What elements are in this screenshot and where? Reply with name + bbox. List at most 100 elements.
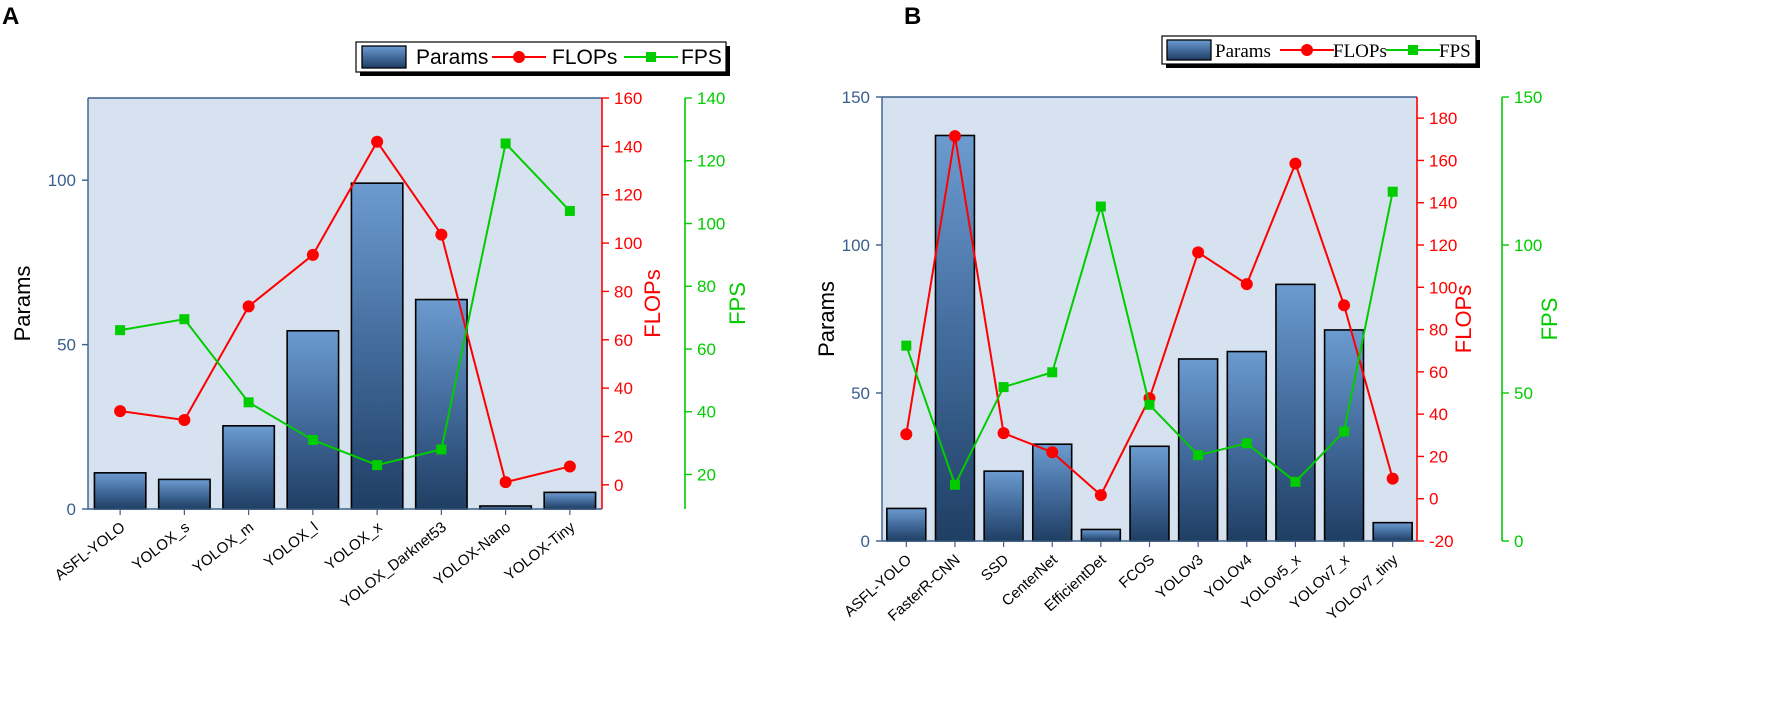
params-bar bbox=[1031, 443, 1073, 542]
params-bar bbox=[543, 491, 597, 510]
fps-point bbox=[1144, 399, 1155, 410]
fps-tick-label: 120 bbox=[697, 152, 725, 171]
fps-tick-label: 80 bbox=[697, 277, 716, 296]
x-category-label: YOLOX_m bbox=[189, 519, 257, 577]
fps-point bbox=[1241, 438, 1252, 449]
fps-tick-label: 60 bbox=[697, 340, 716, 359]
legend: Params FLOPs FPS bbox=[1161, 35, 1480, 68]
fps-point bbox=[564, 205, 575, 216]
fps-axis-title: FPS bbox=[1537, 298, 1562, 341]
x-category-label: YOLOX-Tiny bbox=[501, 518, 578, 584]
legend: Params FLOPs FPS bbox=[355, 41, 730, 76]
fps-point bbox=[307, 434, 318, 445]
flops-tick-label: 40 bbox=[614, 379, 633, 398]
legend-label: FLOPs bbox=[552, 46, 617, 69]
fps-point bbox=[1339, 426, 1350, 437]
flops-point bbox=[900, 428, 913, 441]
legend-label: Params bbox=[416, 46, 488, 69]
fps-line bbox=[119, 141, 571, 467]
flops-tick-label: 80 bbox=[614, 282, 633, 301]
x-category-label: YOLOX_Darknet53 bbox=[338, 519, 450, 612]
flops-tick-label: 0 bbox=[1429, 490, 1438, 509]
flops-tick-label: -20 bbox=[1429, 532, 1454, 551]
fps-tick-label: 50 bbox=[1514, 384, 1533, 403]
flops-point bbox=[178, 414, 191, 427]
params-axis-title: Params bbox=[10, 266, 35, 342]
flops-point bbox=[242, 300, 255, 313]
flops-tick-label: 140 bbox=[614, 137, 642, 156]
fps-tick-label: 100 bbox=[697, 214, 725, 233]
legend-fps-marker bbox=[646, 52, 656, 62]
params-tick-label: 50 bbox=[57, 336, 76, 355]
x-category-label: YOLOX_s bbox=[129, 519, 193, 574]
legend-flops-marker bbox=[1301, 44, 1313, 56]
fps-point bbox=[949, 479, 960, 490]
flops-point bbox=[1386, 472, 1399, 485]
fps-point bbox=[998, 382, 1009, 393]
flops-tick-label: 140 bbox=[1429, 194, 1457, 213]
params-bar bbox=[222, 425, 276, 510]
params-bar bbox=[1129, 445, 1170, 542]
params-tick-label: 50 bbox=[851, 384, 870, 403]
legend-label: Params bbox=[1215, 41, 1271, 62]
legend-fps-marker bbox=[1408, 45, 1418, 55]
flops-tick-label: 120 bbox=[1429, 236, 1457, 255]
flops-point bbox=[563, 460, 576, 473]
flops-point bbox=[948, 130, 961, 143]
fps-tick-label: 0 bbox=[1514, 532, 1523, 551]
fps-tick-label: 40 bbox=[697, 403, 716, 422]
legend-label: FPS bbox=[1439, 41, 1471, 62]
flops-point bbox=[499, 476, 512, 489]
legend-params-swatch bbox=[1166, 39, 1212, 61]
flops-point bbox=[997, 427, 1010, 440]
flops-point bbox=[1338, 299, 1351, 312]
flops-tick-label: 60 bbox=[1429, 363, 1448, 382]
params-bar bbox=[1372, 521, 1413, 542]
fps-point bbox=[1095, 201, 1106, 212]
flops-tick-label: 20 bbox=[614, 427, 633, 446]
params-bar bbox=[1275, 283, 1316, 542]
x-category-label: FCOS bbox=[1116, 551, 1158, 592]
fps-point bbox=[1047, 367, 1058, 378]
fps-point bbox=[1290, 476, 1301, 487]
params-bar bbox=[286, 329, 340, 510]
flops-point bbox=[435, 228, 448, 241]
params-bar bbox=[886, 507, 927, 542]
flops-tick-label: 100 bbox=[614, 234, 642, 253]
flops-axis-title: FLOPs bbox=[1451, 285, 1476, 353]
flops-tick-label: 180 bbox=[1429, 109, 1457, 128]
params-tick-label: 0 bbox=[67, 500, 76, 519]
x-category-label: YOLOv3 bbox=[1153, 551, 1207, 602]
params-tick-label: 100 bbox=[48, 171, 76, 190]
flops-tick-label: 160 bbox=[614, 89, 642, 108]
flops-tick-label: 100 bbox=[1429, 278, 1457, 297]
chart-panel-a: 0 50 100 Params 0 20 40 60 80 100 120 140 160 FLOPs 20… bbox=[10, 41, 750, 612]
flops-point bbox=[1289, 157, 1302, 170]
x-category-label: YOLOX_x bbox=[322, 518, 386, 573]
params-axis-title: Params bbox=[814, 281, 839, 357]
flops-point bbox=[1094, 489, 1107, 502]
flops-tick-label: 60 bbox=[614, 331, 633, 350]
flops-point bbox=[1046, 446, 1059, 459]
params-bar bbox=[93, 472, 147, 510]
params-bar bbox=[934, 134, 976, 542]
params-bar bbox=[983, 470, 1024, 542]
params-bar bbox=[350, 182, 404, 510]
params-bar bbox=[1177, 358, 1219, 542]
params-bar bbox=[157, 478, 211, 510]
flops-point bbox=[1192, 246, 1205, 259]
panel-label-b: B bbox=[904, 3, 921, 30]
flops-tick-label: 40 bbox=[1429, 405, 1448, 424]
x-category-label: YOLOX_l bbox=[261, 519, 321, 571]
flops-axis-title: FLOPs bbox=[640, 269, 665, 337]
flops-point bbox=[114, 405, 127, 418]
fps-tick-label: 100 bbox=[1514, 236, 1542, 255]
flops-tick-label: 160 bbox=[1429, 151, 1457, 170]
fps-tick-label: 150 bbox=[1514, 88, 1542, 107]
plot-background bbox=[88, 98, 602, 509]
panel-label-a: A bbox=[2, 3, 19, 30]
x-category-label: SSD bbox=[978, 551, 1012, 584]
fps-axis-title: FPS bbox=[725, 282, 750, 325]
fps-point bbox=[179, 314, 190, 325]
